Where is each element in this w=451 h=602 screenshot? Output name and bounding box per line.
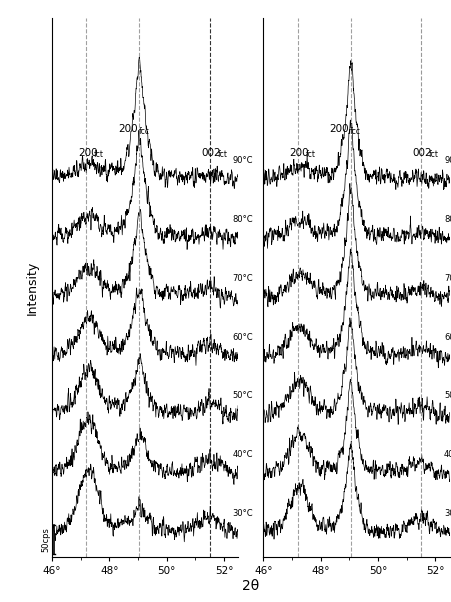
Text: 002: 002 (412, 149, 431, 158)
Text: fct: fct (217, 150, 227, 160)
Text: 70°C: 70°C (443, 274, 451, 283)
Text: 50°C: 50°C (443, 391, 451, 400)
Text: 80°C: 80°C (443, 215, 451, 224)
Y-axis label: Intensity: Intensity (26, 260, 39, 315)
Text: fcc: fcc (349, 127, 360, 136)
Text: fct: fct (305, 150, 315, 160)
Text: 200: 200 (289, 149, 308, 158)
Text: 2θ: 2θ (242, 579, 259, 593)
Text: 70°C: 70°C (232, 274, 253, 283)
Text: 200: 200 (329, 124, 349, 134)
Text: 90°C: 90°C (443, 156, 451, 165)
Text: 30°C: 30°C (232, 509, 253, 518)
Text: fcc: fcc (138, 127, 149, 136)
Text: 40°C: 40°C (232, 450, 253, 459)
Text: 50cps: 50cps (42, 527, 51, 552)
Text: 40°C: 40°C (443, 450, 451, 459)
Text: 60°C: 60°C (232, 332, 253, 341)
Text: 30°C: 30°C (443, 509, 451, 518)
Text: 002: 002 (201, 149, 221, 158)
Text: 90°C: 90°C (232, 156, 253, 165)
Text: fct: fct (94, 150, 104, 160)
Text: 60°C: 60°C (443, 332, 451, 341)
Text: 200: 200 (78, 149, 97, 158)
Text: 50°C: 50°C (232, 391, 253, 400)
Text: 80°C: 80°C (232, 215, 253, 224)
Text: 200: 200 (118, 124, 138, 134)
Text: fct: fct (428, 150, 438, 160)
